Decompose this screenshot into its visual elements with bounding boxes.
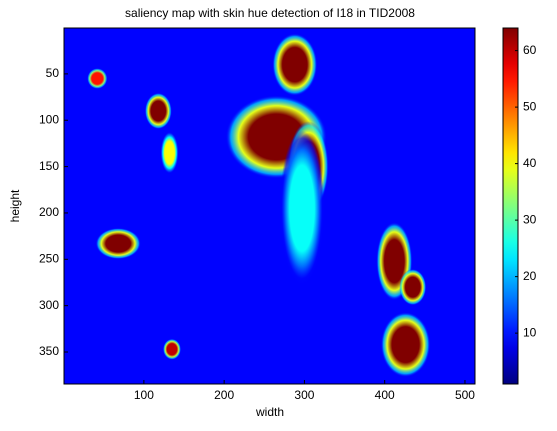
x-tick-label: 300 — [294, 388, 314, 402]
colorbar-tick-label: 20 — [523, 269, 537, 283]
y-axis-label: height — [8, 189, 22, 222]
x-axis-label: width — [255, 405, 284, 419]
colorbar-tick-label: 40 — [523, 156, 537, 170]
image-layer — [87, 33, 431, 378]
chart-title: saliency map with skin hue detection of … — [125, 6, 415, 20]
colorbar-tick-label: 30 — [523, 212, 537, 226]
colorbar-tick-label: 50 — [523, 99, 537, 113]
y-tick-label: 100 — [39, 112, 59, 126]
y-tick-label: 350 — [39, 344, 59, 358]
saliency-blob — [272, 33, 318, 96]
colorbar-tick-label: 60 — [523, 43, 537, 57]
colorbar-tick-label: 10 — [523, 325, 537, 339]
saliency-blob — [380, 312, 431, 378]
saliency-blob — [144, 92, 172, 130]
y-tick-label: 200 — [39, 205, 59, 219]
saliency-blob — [162, 338, 181, 360]
x-tick-label: 100 — [134, 388, 154, 402]
colorbar — [502, 27, 519, 385]
saliency-blob — [160, 131, 179, 174]
y-tick-label: 50 — [46, 66, 60, 80]
x-tick-label: 200 — [214, 388, 234, 402]
saliency-blob — [279, 130, 325, 287]
x-tick-label: 500 — [455, 388, 475, 402]
saliency-blob — [87, 68, 108, 89]
axes-frame — [63, 27, 476, 385]
y-tick-label: 250 — [39, 251, 59, 265]
y-tick-label: 150 — [39, 159, 59, 173]
y-tick-label: 300 — [39, 298, 59, 312]
saliency-blob — [399, 268, 427, 306]
saliency-blob — [95, 227, 141, 260]
x-tick-label: 400 — [375, 388, 395, 402]
